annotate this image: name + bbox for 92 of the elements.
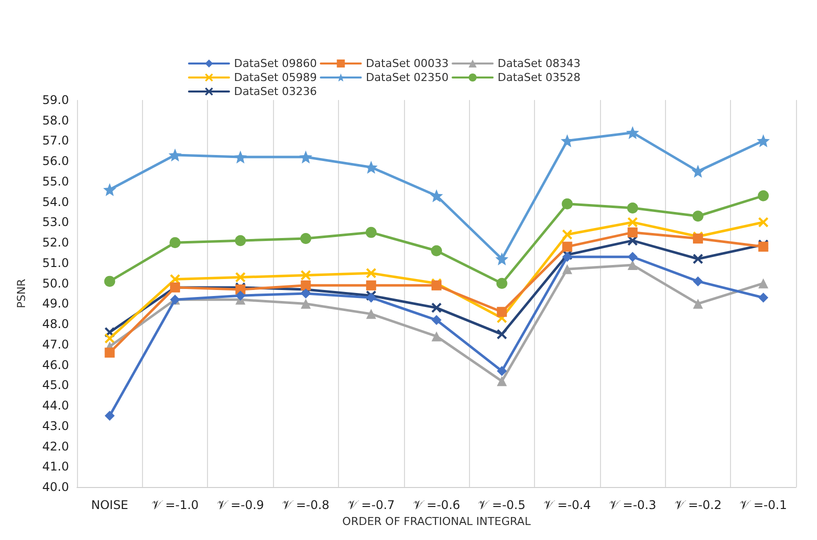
- legend-label: DataSet 00033: [366, 57, 449, 70]
- point: [300, 270, 311, 280]
- point: [692, 210, 704, 222]
- point: [170, 237, 181, 248]
- point: [495, 252, 508, 266]
- legend-label: DataSet 05989: [234, 71, 317, 84]
- point: [234, 235, 246, 246]
- y-tick-label: 43.0: [42, 418, 69, 433]
- point: [692, 254, 703, 264]
- x-tick-label: 𝒱 =-0.4: [544, 498, 591, 512]
- x-axis-title: ORDER OF FRACTIONAL INTEGRAL: [342, 515, 532, 528]
- x-tick-label: 𝒱 =-0.6: [412, 498, 460, 512]
- point: [432, 331, 442, 342]
- y-tick-label: 59.0: [42, 93, 69, 107]
- point: [691, 164, 704, 178]
- y-tick-label: 48.0: [42, 317, 69, 332]
- point: [364, 160, 378, 174]
- point: [496, 329, 507, 340]
- point: [758, 278, 768, 288]
- x-tick-label: 𝒱 =-0.8: [282, 498, 330, 512]
- y-tick-label: 51.0: [42, 256, 69, 270]
- point: [300, 298, 311, 309]
- legend-label: DataSet 09860: [234, 57, 317, 70]
- point: [366, 308, 376, 319]
- legend-label: DataSet 03236: [234, 85, 317, 98]
- y-tick-label: 52.0: [42, 236, 69, 250]
- point: [432, 302, 442, 313]
- y-tick-label: 53.0: [42, 215, 69, 230]
- x-tick-label: NOISE: [91, 498, 128, 512]
- point: [432, 315, 442, 326]
- point: [366, 226, 377, 238]
- point: [104, 348, 115, 358]
- y-tick-label: 50.0: [42, 276, 69, 290]
- y-tick-label: 45.0: [42, 378, 69, 392]
- x-tick-label: 𝒱 =-0.5: [478, 498, 526, 512]
- point: [758, 190, 769, 202]
- x-tick-label: 𝒱 =-0.1: [740, 498, 787, 512]
- point: [562, 264, 572, 274]
- legend-label: DataSet 02350: [366, 71, 449, 84]
- y-tick-label: 41.0: [42, 460, 69, 474]
- point: [104, 410, 115, 421]
- point: [758, 217, 768, 228]
- x-tick-label: 𝒱 =-0.2: [674, 498, 722, 512]
- point: [496, 366, 507, 376]
- x-tick-label: 𝒱 =-0.9: [216, 498, 264, 512]
- point: [627, 202, 638, 214]
- point: [234, 150, 247, 164]
- y-tick-label: 47.0: [42, 337, 69, 352]
- y-tick-label: 44.0: [42, 398, 69, 413]
- y-tick-label: 42.0: [42, 439, 69, 454]
- y-tick-label: 54.0: [42, 194, 69, 209]
- point: [299, 150, 312, 164]
- point: [300, 288, 311, 299]
- legend-label: DataSet 03528: [498, 71, 580, 84]
- point: [168, 148, 182, 162]
- point: [628, 227, 638, 238]
- y-tick-label: 49.0: [42, 296, 69, 311]
- point: [692, 298, 703, 309]
- y-tick-label: 58.0: [42, 113, 69, 128]
- y-tick-label: 57.0: [42, 134, 69, 148]
- point: [366, 280, 376, 290]
- legend-label: DataSet 08343: [498, 57, 580, 70]
- point: [235, 290, 246, 301]
- point: [562, 242, 572, 252]
- point: [300, 233, 312, 244]
- point: [756, 134, 770, 148]
- point: [430, 189, 443, 202]
- x-tick-label: 𝒱 =-0.3: [608, 498, 656, 512]
- point: [758, 292, 768, 303]
- point: [562, 198, 573, 210]
- point: [692, 276, 703, 286]
- y-tick-label: 55.0: [42, 174, 69, 188]
- point: [366, 268, 376, 278]
- y-tick-label: 40.0: [42, 480, 69, 494]
- point: [235, 272, 246, 282]
- x-tick-label: 𝒱 =-0.7: [347, 498, 395, 512]
- point: [626, 126, 640, 140]
- y-axis-title: PSNR: [15, 278, 28, 308]
- point: [431, 245, 442, 256]
- point: [628, 260, 638, 270]
- point: [562, 229, 572, 240]
- point: [496, 376, 507, 386]
- point: [496, 306, 507, 317]
- point: [628, 252, 638, 262]
- point: [300, 280, 311, 290]
- y-tick-label: 56.0: [42, 154, 69, 168]
- y-tick-label: 46.0: [42, 358, 69, 372]
- point: [496, 278, 508, 289]
- point: [104, 276, 116, 287]
- point: [103, 183, 116, 196]
- point: [628, 217, 638, 228]
- x-tick-label: 𝒱 =-1.0: [151, 498, 199, 512]
